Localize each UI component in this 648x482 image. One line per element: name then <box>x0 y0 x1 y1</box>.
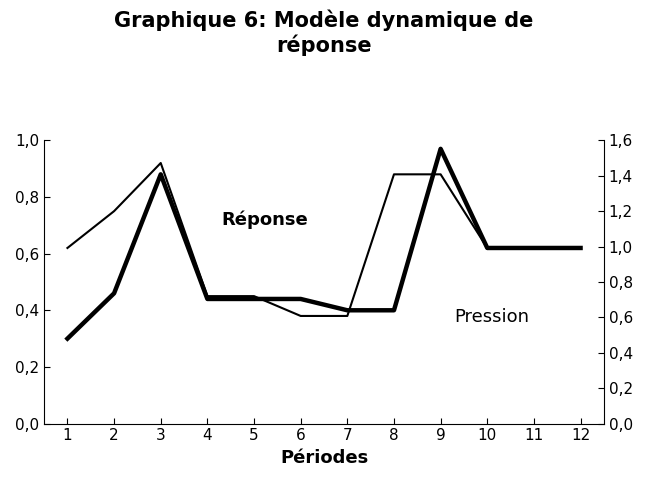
Text: Graphique 6: Modèle dynamique de
réponse: Graphique 6: Modèle dynamique de réponse <box>114 10 534 56</box>
X-axis label: Périodes: Périodes <box>280 449 368 467</box>
Text: Pression: Pression <box>455 308 529 326</box>
Text: Réponse: Réponse <box>222 211 308 229</box>
